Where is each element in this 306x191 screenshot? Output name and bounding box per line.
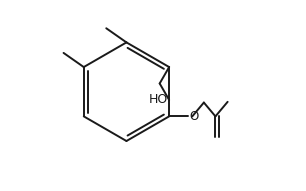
- Text: HO: HO: [149, 93, 168, 106]
- Text: O: O: [189, 110, 198, 123]
